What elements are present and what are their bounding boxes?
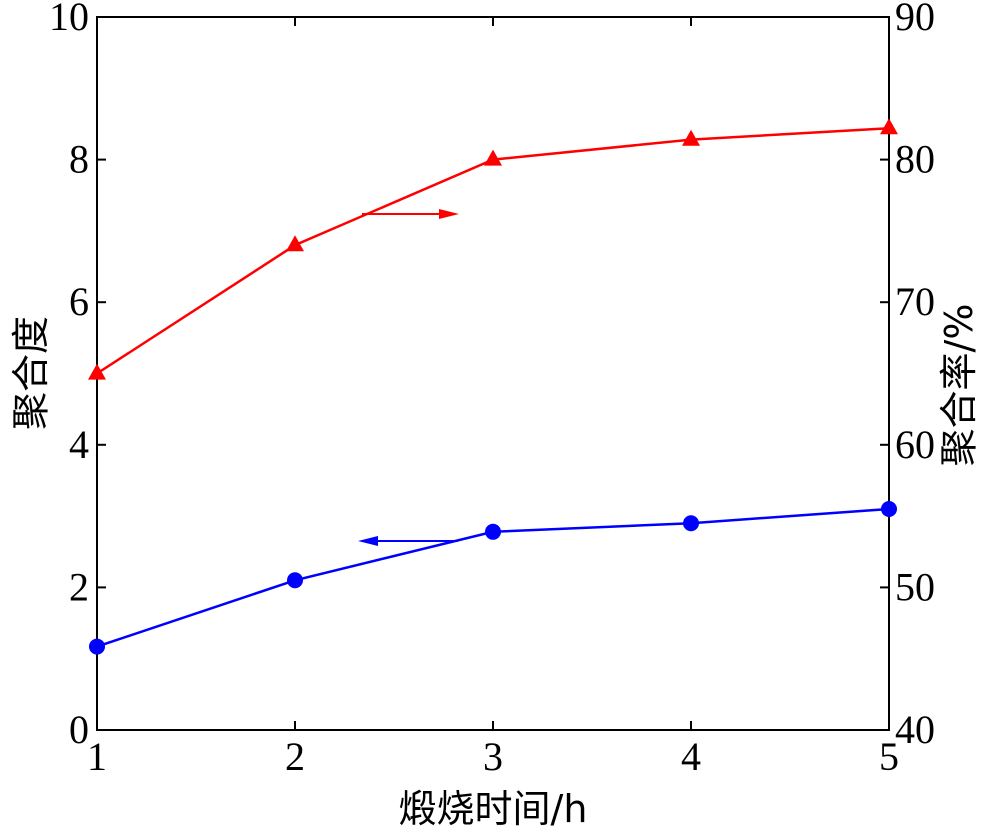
left-y-tick-label: 10 bbox=[49, 0, 89, 39]
right-y-axis-title: 聚合率/% bbox=[937, 304, 981, 467]
right-y-tick-label: 50 bbox=[895, 564, 935, 609]
plot-frame bbox=[96, 16, 890, 731]
series-right-point bbox=[880, 118, 898, 135]
series-left-point bbox=[485, 523, 501, 540]
series-right-point bbox=[88, 363, 106, 380]
series-left-point bbox=[287, 572, 303, 589]
left-y-tick-label: 8 bbox=[69, 137, 89, 182]
series-left-point bbox=[881, 500, 897, 517]
x-tick-label: 1 bbox=[87, 734, 107, 779]
right-y-tick-label: 90 bbox=[895, 0, 935, 39]
arrows-layer bbox=[358, 209, 459, 546]
right-y-tick-label: 80 bbox=[895, 137, 935, 182]
left-y-tick-label: 0 bbox=[69, 707, 89, 752]
left-y-tick-label: 6 bbox=[69, 279, 89, 324]
series-left-point bbox=[683, 515, 699, 532]
left-axis-arrow-head bbox=[358, 536, 378, 546]
right-y-tick-label: 70 bbox=[895, 279, 935, 324]
series-layer bbox=[88, 118, 898, 655]
right-y-tick-label: 60 bbox=[895, 422, 935, 467]
series-left-point bbox=[89, 638, 105, 655]
x-tick-label: 5 bbox=[879, 734, 899, 779]
left-y-tick-label: 2 bbox=[69, 564, 89, 609]
right-y-tick-label: 40 bbox=[895, 707, 935, 752]
x-tick-label: 4 bbox=[681, 734, 701, 779]
left-y-axis-title: 聚合度 bbox=[9, 316, 53, 430]
series-right-point bbox=[682, 129, 700, 146]
series-right-point bbox=[286, 235, 304, 252]
x-axis-title: 煅烧时间/h bbox=[399, 787, 588, 831]
right-axis-arrow-head bbox=[439, 209, 459, 219]
series-right-point bbox=[484, 149, 502, 166]
x-tick-label: 3 bbox=[483, 734, 503, 779]
x-tick-label: 2 bbox=[285, 734, 305, 779]
left-y-tick-label: 4 bbox=[69, 422, 89, 467]
